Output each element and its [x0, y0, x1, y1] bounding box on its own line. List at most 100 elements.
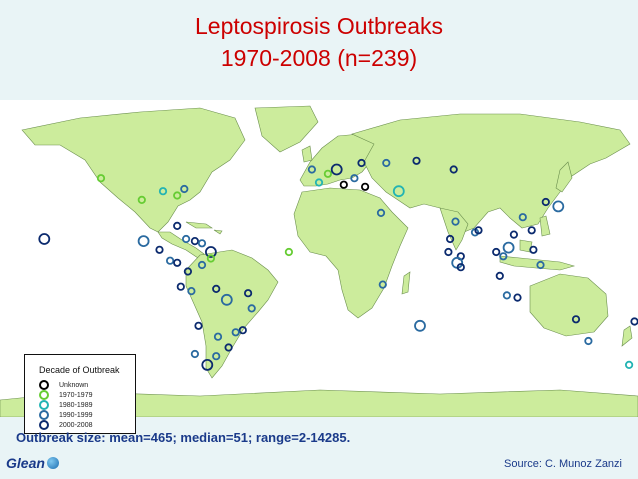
outbreak-marker: [238, 326, 247, 335]
legend-label: 1970-1979: [59, 391, 93, 399]
outbreak-marker: [412, 156, 421, 165]
outbreak-marker: [247, 304, 256, 313]
outbreak-marker: [166, 256, 175, 265]
legend-item-unknown: Unknown: [39, 380, 88, 390]
outbreak-marker: [527, 226, 536, 235]
outbreak-marker: [451, 217, 460, 226]
outbreak-marker: [444, 247, 453, 257]
outbreak-marker: [204, 246, 217, 258]
legend-label: 1990-1999: [59, 411, 93, 419]
outbreak-marker: [529, 245, 538, 254]
north-america: [21, 107, 246, 233]
central-america: [157, 231, 205, 259]
legend-item-2000s: 2000-2008: [39, 420, 92, 430]
philippines: [539, 215, 551, 237]
outbreak-marker: [330, 163, 343, 176]
japan: [555, 161, 573, 193]
page-title: Leptospirosis Outbreaks 1970-2008 (n=239…: [0, 10, 638, 74]
legend-title: Decade of Outbreak: [39, 365, 120, 375]
ring-marker-icon: [39, 410, 49, 420]
logo-text: Glean: [6, 455, 45, 471]
world-map: Decade of Outbreak Unknown 1970-1979 198…: [0, 100, 638, 434]
greenland: [254, 105, 319, 153]
outbreak-marker: [456, 263, 465, 272]
ring-marker-icon: [39, 400, 49, 410]
title-line-2: 1970-2008 (n=239): [220, 45, 418, 71]
outbreak-summary: Outbreak size: mean=465; median=51; rang…: [16, 430, 351, 445]
ring-marker-icon: [39, 390, 49, 400]
outbreak-marker: [183, 267, 192, 276]
outbreak-marker: [182, 234, 191, 244]
outbreak-marker: [244, 289, 253, 298]
outbreak-marker: [350, 174, 359, 183]
outbreak-marker: [173, 191, 182, 200]
legend-item-1990s: 1990-1999: [39, 410, 92, 420]
world-map-svg: [0, 105, 638, 417]
asia: [351, 113, 631, 233]
africa: [293, 187, 409, 319]
outbreak-marker: [197, 260, 207, 270]
outbreak-marker: [360, 182, 370, 191]
legend-item-1970s: 1970-1979: [39, 390, 92, 400]
outbreak-marker: [541, 197, 550, 207]
outbreak-marker: [173, 221, 182, 231]
outbreak-marker: [502, 241, 515, 254]
outbreak-marker: [492, 247, 501, 257]
outbreak-marker: [96, 174, 106, 183]
outbreak-marker: [376, 208, 386, 218]
outbreak-marker: [518, 213, 527, 222]
ring-marker-icon: [39, 420, 49, 430]
outbreak-marker: [449, 165, 458, 174]
outbreak-marker: [392, 185, 405, 198]
outbreak-markers: [38, 156, 638, 371]
outbreak-marker: [414, 319, 426, 332]
indian-subcontinent: [439, 207, 469, 251]
legend-item-1980s: 1980-1989: [39, 400, 92, 410]
outbreak-marker: [382, 158, 391, 168]
outbreak-marker: [536, 260, 545, 270]
globe-icon: [46, 457, 59, 469]
outbreak-marker: [509, 230, 519, 239]
outbreak-marker: [307, 165, 316, 174]
new-zealand: [621, 325, 633, 347]
legend-label: 2000-2008: [59, 421, 93, 429]
outbreak-marker: [158, 187, 168, 196]
outbreak-marker: [212, 284, 221, 293]
outbreak-marker: [180, 184, 189, 194]
caribbean-islands: [185, 221, 223, 235]
glean-logo[interactable]: Glean: [6, 454, 59, 472]
outbreak-marker: [584, 336, 593, 346]
south-america: [185, 249, 279, 379]
outbreak-marker: [474, 226, 483, 235]
outbreak-marker: [190, 349, 199, 359]
outbreak-marker: [231, 328, 240, 337]
outbreak-marker: [495, 271, 504, 280]
outbreak-marker: [190, 237, 199, 246]
outbreak-marker: [624, 360, 634, 369]
antarctica: [0, 389, 638, 417]
outbreak-marker: [155, 245, 164, 254]
outbreak-marker: [339, 180, 348, 189]
outbreak-marker: [212, 352, 221, 361]
outbreak-marker: [513, 293, 522, 302]
outbreak-marker: [213, 332, 223, 341]
british-isles: [301, 145, 313, 163]
outbreak-marker: [194, 321, 203, 330]
ring-marker-icon: [39, 380, 49, 390]
outbreak-marker: [357, 158, 366, 168]
outbreak-marker: [220, 293, 233, 306]
madagascar: [401, 271, 411, 295]
title-line-1: Leptospirosis Outbreaks: [194, 13, 443, 39]
outbreak-marker: [445, 234, 455, 244]
legend-label: Unknown: [59, 381, 89, 389]
outbreak-marker: [197, 239, 207, 248]
outbreak-marker: [38, 233, 51, 245]
legend-label: 1980-1989: [59, 401, 93, 409]
australia: [529, 273, 609, 337]
outbreak-marker: [284, 247, 293, 257]
outbreak-marker: [630, 317, 638, 326]
outbreak-marker: [323, 169, 332, 178]
outbreak-marker: [502, 291, 511, 300]
outbreak-marker: [187, 287, 196, 296]
outbreak-marker: [137, 195, 146, 205]
